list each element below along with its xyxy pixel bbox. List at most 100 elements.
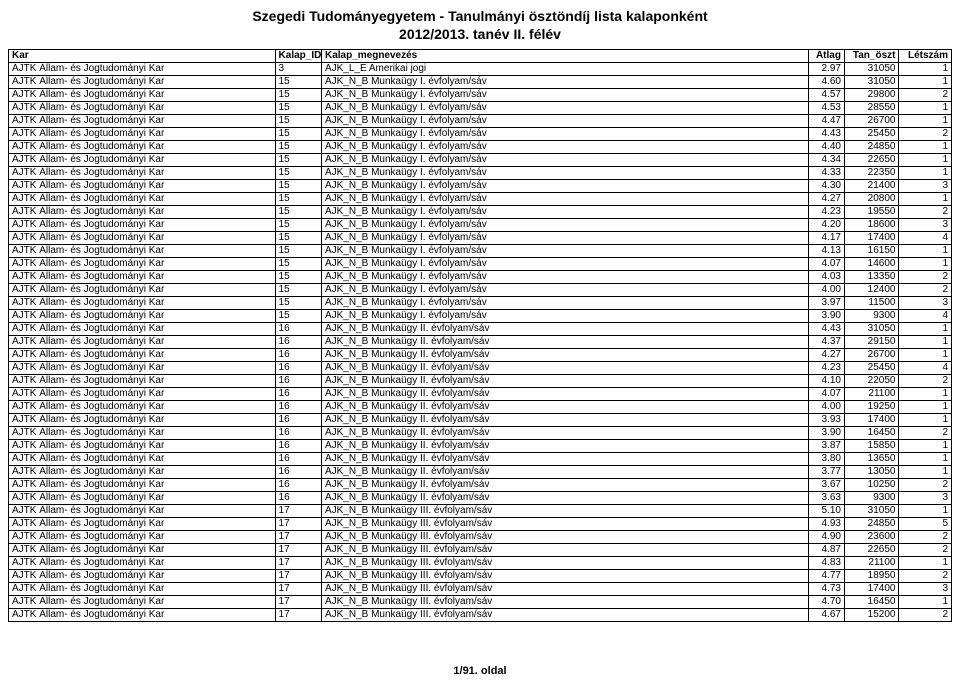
table-row: ÁJTK Állam- és Jogtudományi Kar16AJK_N_B…: [9, 401, 952, 414]
cell-kalap-id: 15: [275, 284, 321, 297]
cell-kalap-id: 16: [275, 453, 321, 466]
cell-oszt: 9300: [844, 310, 899, 323]
cell-oszt: 15200: [844, 609, 899, 622]
cell-let: 1: [899, 388, 952, 401]
cell-atlag: 4.53: [808, 102, 844, 115]
cell-megn: AJK_N_B Munkaügy I. évfolyam/sáv: [321, 76, 808, 89]
cell-kalap-id: 15: [275, 115, 321, 128]
cell-kalap-id: 17: [275, 570, 321, 583]
cell-oszt: 31050: [844, 76, 899, 89]
cell-oszt: 22650: [844, 544, 899, 557]
cell-kalap-id: 16: [275, 323, 321, 336]
table-row: ÁJTK Állam- és Jogtudományi Kar15AJK_N_B…: [9, 284, 952, 297]
cell-megn: AJK_N_B Munkaügy II. évfolyam/sáv: [321, 466, 808, 479]
cell-megn: AJK_N_B Munkaügy II. évfolyam/sáv: [321, 336, 808, 349]
cell-atlag: 4.77: [808, 570, 844, 583]
cell-kalap-id: 16: [275, 401, 321, 414]
cell-atlag: 3.63: [808, 492, 844, 505]
cell-kar: ÁJTK Állam- és Jogtudományi Kar: [9, 609, 276, 622]
cell-kalap-id: 17: [275, 557, 321, 570]
cell-kar: ÁJTK Állam- és Jogtudományi Kar: [9, 115, 276, 128]
cell-oszt: 22650: [844, 154, 899, 167]
cell-kar: ÁJTK Állam- és Jogtudományi Kar: [9, 336, 276, 349]
cell-atlag: 3.67: [808, 479, 844, 492]
cell-kar: ÁJTK Állam- és Jogtudományi Kar: [9, 180, 276, 193]
cell-let: 1: [899, 401, 952, 414]
table-row: ÁJTK Állam- és Jogtudományi Kar15AJK_N_B…: [9, 154, 952, 167]
cell-kalap-id: 3: [275, 63, 321, 76]
table-row: ÁJTK Állam- és Jogtudományi Kar16AJK_N_B…: [9, 375, 952, 388]
cell-kalap-id: 15: [275, 76, 321, 89]
cell-oszt: 22050: [844, 375, 899, 388]
cell-atlag: 4.40: [808, 141, 844, 154]
cell-oszt: 21100: [844, 557, 899, 570]
cell-megn: AJK_L_E Amerikai jogi: [321, 63, 808, 76]
table-row: ÁJTK Állam- és Jogtudományi Kar17AJK_N_B…: [9, 505, 952, 518]
cell-oszt: 17400: [844, 583, 899, 596]
cell-let: 2: [899, 531, 952, 544]
cell-megn: AJK_N_B Munkaügy I. évfolyam/sáv: [321, 128, 808, 141]
cell-oszt: 26700: [844, 115, 899, 128]
cell-atlag: 4.37: [808, 336, 844, 349]
cell-kar: ÁJTK Állam- és Jogtudományi Kar: [9, 76, 276, 89]
cell-megn: AJK_N_B Munkaügy II. évfolyam/sáv: [321, 440, 808, 453]
table-row: ÁJTK Állam- és Jogtudományi Kar17AJK_N_B…: [9, 557, 952, 570]
cell-oszt: 29150: [844, 336, 899, 349]
cell-megn: AJK_N_B Munkaügy I. évfolyam/sáv: [321, 258, 808, 271]
cell-kalap-id: 15: [275, 141, 321, 154]
table-row: ÁJTK Állam- és Jogtudományi Kar17AJK_N_B…: [9, 609, 952, 622]
cell-let: 4: [899, 232, 952, 245]
cell-oszt: 20800: [844, 193, 899, 206]
cell-kar: ÁJTK Állam- és Jogtudományi Kar: [9, 388, 276, 401]
table-row: ÁJTK Állam- és Jogtudományi Kar16AJK_N_B…: [9, 479, 952, 492]
cell-megn: AJK_N_B Munkaügy II. évfolyam/sáv: [321, 492, 808, 505]
table-row: ÁJTK Állam- és Jogtudományi Kar15AJK_N_B…: [9, 219, 952, 232]
cell-kar: ÁJTK Állam- és Jogtudományi Kar: [9, 219, 276, 232]
col-atlag: Átlag: [808, 50, 844, 63]
cell-kalap-id: 16: [275, 388, 321, 401]
cell-oszt: 11500: [844, 297, 899, 310]
cell-kalap-id: 17: [275, 596, 321, 609]
cell-kar: ÁJTK Állam- és Jogtudományi Kar: [9, 102, 276, 115]
table-row: ÁJTK Állam- és Jogtudományi Kar16AJK_N_B…: [9, 414, 952, 427]
cell-let: 1: [899, 102, 952, 115]
cell-atlag: 4.83: [808, 557, 844, 570]
cell-oszt: 19550: [844, 206, 899, 219]
cell-atlag: 4.93: [808, 518, 844, 531]
cell-atlag: 4.60: [808, 76, 844, 89]
cell-oszt: 9300: [844, 492, 899, 505]
cell-atlag: 4.07: [808, 258, 844, 271]
cell-kalap-id: 17: [275, 518, 321, 531]
cell-kalap-id: 16: [275, 375, 321, 388]
cell-let: 1: [899, 154, 952, 167]
cell-atlag: 4.00: [808, 401, 844, 414]
cell-megn: AJK_N_B Munkaügy I. évfolyam/sáv: [321, 297, 808, 310]
cell-let: 2: [899, 271, 952, 284]
cell-oszt: 18950: [844, 570, 899, 583]
cell-let: 2: [899, 128, 952, 141]
cell-atlag: 4.27: [808, 193, 844, 206]
cell-kar: ÁJTK Állam- és Jogtudományi Kar: [9, 427, 276, 440]
cell-oszt: 25450: [844, 362, 899, 375]
cell-atlag: 4.90: [808, 531, 844, 544]
cell-kalap-id: 15: [275, 232, 321, 245]
cell-oszt: 18600: [844, 219, 899, 232]
cell-kalap-id: 16: [275, 336, 321, 349]
title-line-1: Szegedi Tudományegyetem - Tanulmányi ösz…: [8, 8, 952, 26]
table-row: ÁJTK Állam- és Jogtudományi Kar15AJK_N_B…: [9, 115, 952, 128]
cell-atlag: 3.97: [808, 297, 844, 310]
cell-kalap-id: 17: [275, 531, 321, 544]
cell-kar: ÁJTK Állam- és Jogtudományi Kar: [9, 440, 276, 453]
table-row: ÁJTK Állam- és Jogtudományi Kar16AJK_N_B…: [9, 427, 952, 440]
cell-megn: AJK_N_B Munkaügy I. évfolyam/sáv: [321, 154, 808, 167]
col-kar: Kar: [9, 50, 276, 63]
table-row: ÁJTK Állam- és Jogtudományi Kar17AJK_N_B…: [9, 583, 952, 596]
cell-atlag: 4.67: [808, 609, 844, 622]
cell-oszt: 15850: [844, 440, 899, 453]
cell-kalap-id: 15: [275, 193, 321, 206]
cell-let: 2: [899, 427, 952, 440]
cell-kar: ÁJTK Állam- és Jogtudományi Kar: [9, 583, 276, 596]
col-megn: Kalap_megnevezés: [321, 50, 808, 63]
table-row: ÁJTK Állam- és Jogtudományi Kar16AJK_N_B…: [9, 466, 952, 479]
cell-let: 2: [899, 609, 952, 622]
